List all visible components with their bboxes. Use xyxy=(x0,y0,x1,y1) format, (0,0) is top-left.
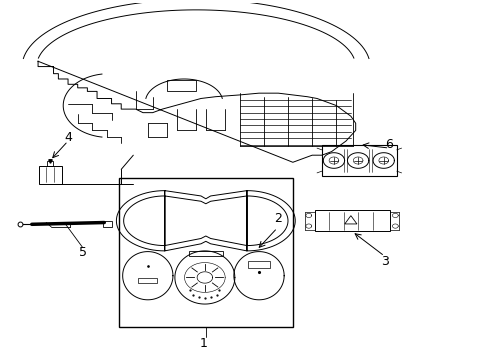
Bar xyxy=(119,178,292,327)
Bar xyxy=(39,166,61,184)
Bar xyxy=(103,221,112,227)
Text: 1: 1 xyxy=(199,337,207,350)
Bar xyxy=(248,261,269,268)
Text: 3: 3 xyxy=(380,255,388,268)
Text: 4: 4 xyxy=(64,131,72,144)
Text: 2: 2 xyxy=(274,212,282,225)
Bar xyxy=(188,251,223,256)
Bar xyxy=(167,80,196,91)
Bar xyxy=(314,210,389,231)
Bar xyxy=(138,278,157,283)
Bar xyxy=(321,145,396,176)
Text: 5: 5 xyxy=(79,246,86,259)
Text: 6: 6 xyxy=(385,138,393,151)
Bar xyxy=(47,161,53,166)
